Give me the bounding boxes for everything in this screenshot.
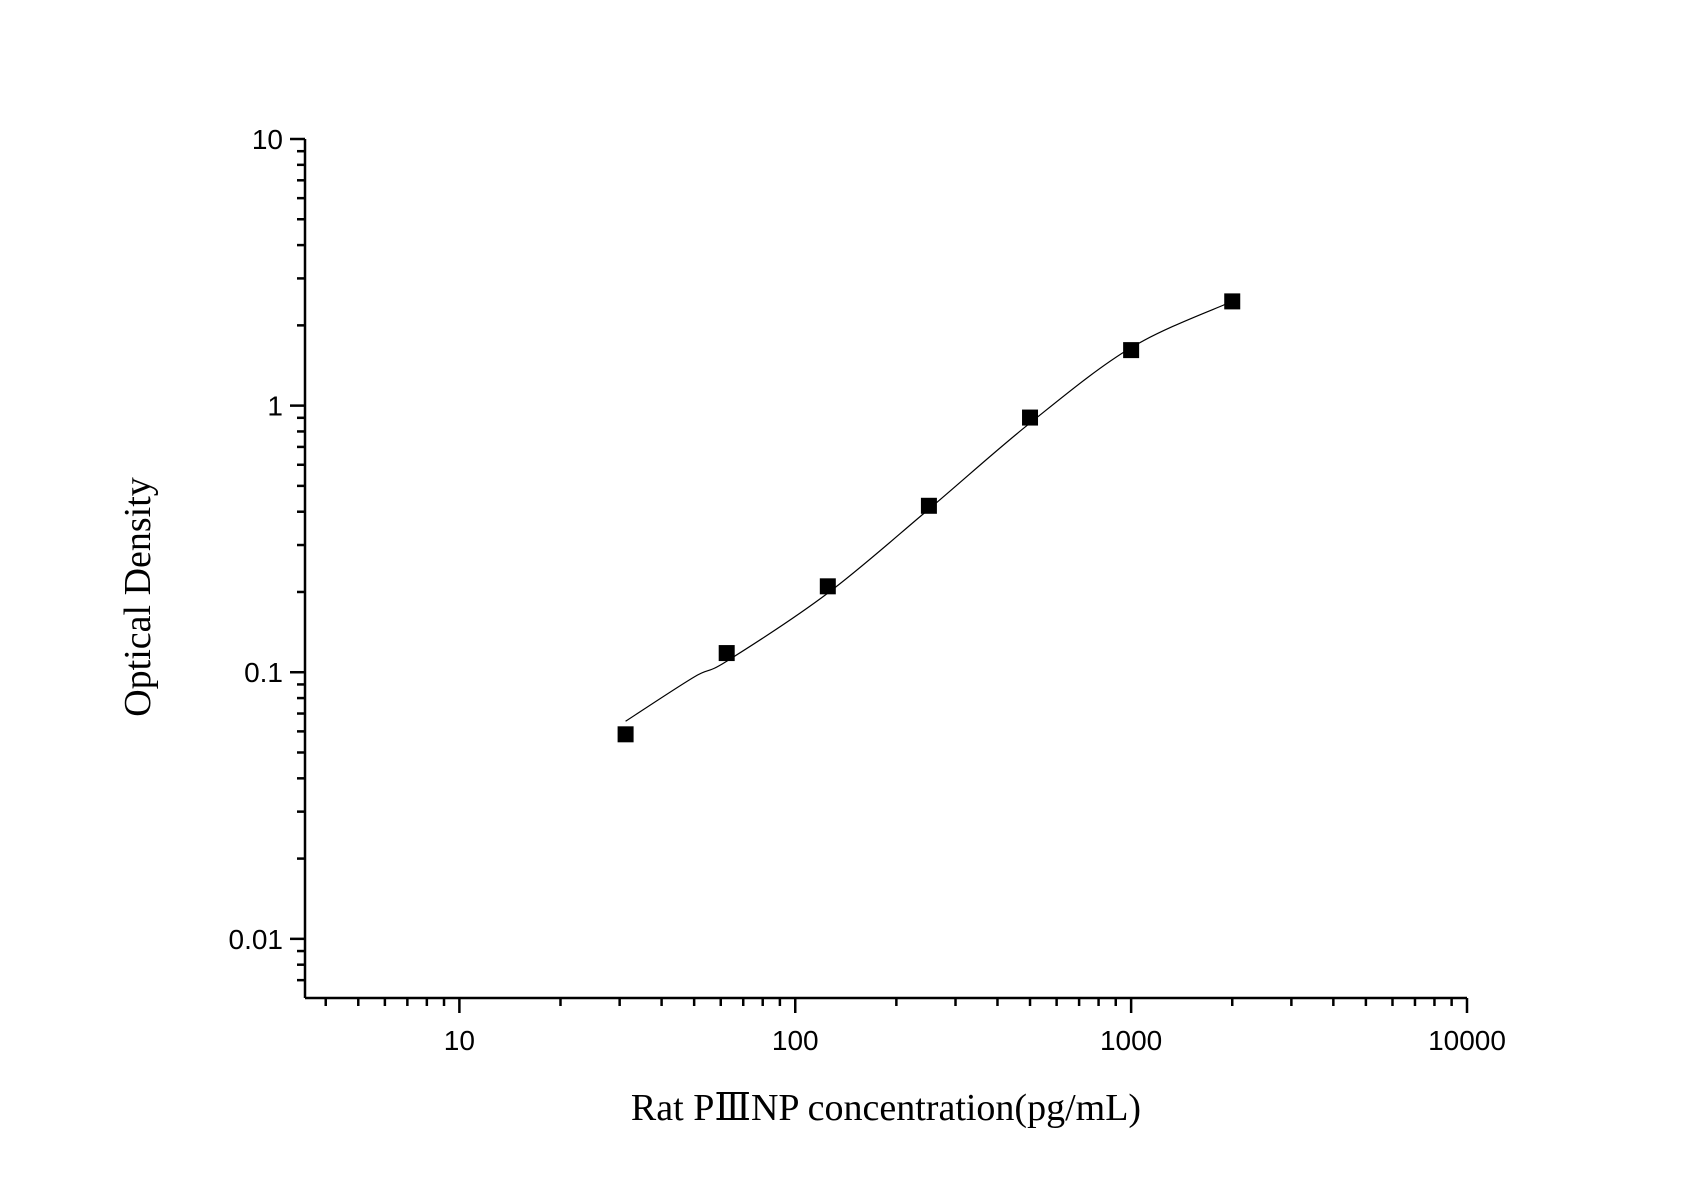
y-tick-label: 1 bbox=[267, 391, 283, 422]
y-tick-label: 10 bbox=[252, 124, 283, 155]
data-point bbox=[718, 645, 735, 662]
x-tick-label: 10000 bbox=[1428, 1025, 1506, 1056]
data-point bbox=[1123, 342, 1140, 359]
data-point bbox=[617, 726, 634, 743]
x-axis-title: Rat PⅢNP concentration(pg/mL) bbox=[631, 1087, 1141, 1129]
y-tick-label: 0.01 bbox=[229, 924, 284, 955]
fit-curve bbox=[625, 300, 1233, 722]
y-axis-title: Optical Density bbox=[117, 477, 159, 717]
data-point bbox=[1224, 293, 1241, 310]
x-tick-label: 100 bbox=[772, 1025, 819, 1056]
data-point bbox=[1022, 409, 1039, 426]
x-tick-label: 1000 bbox=[1100, 1025, 1162, 1056]
y-tick-label: 0.1 bbox=[244, 657, 283, 688]
x-tick-label: 10 bbox=[444, 1025, 475, 1056]
data-point bbox=[920, 497, 937, 514]
data-point bbox=[819, 578, 836, 595]
